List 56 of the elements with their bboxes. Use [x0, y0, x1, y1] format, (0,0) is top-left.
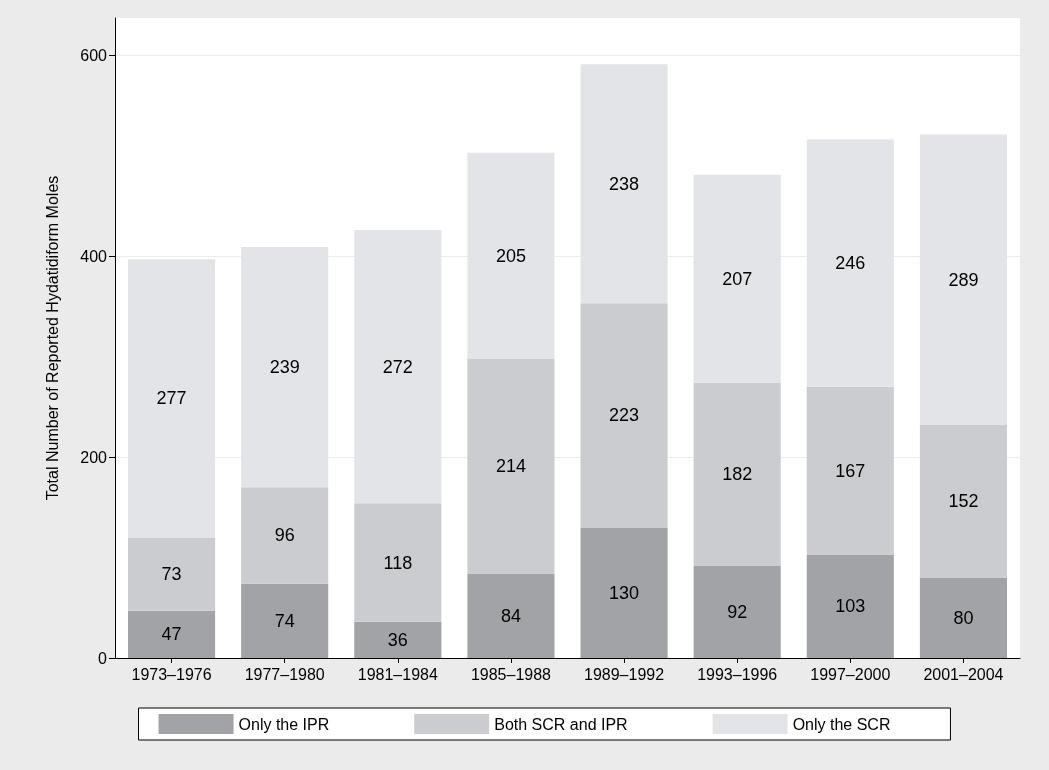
bar	[580, 527, 668, 658]
bar	[919, 424, 1007, 578]
data-label: 167	[835, 460, 866, 481]
x-tick-label: 1977–1980	[244, 665, 325, 683]
data-label: 182	[722, 464, 753, 485]
bar	[467, 573, 555, 658]
y-tick-label: 200	[80, 448, 108, 466]
data-label: 74	[274, 610, 295, 631]
data-label: 214	[495, 456, 526, 477]
data-label: 80	[953, 607, 974, 628]
bar	[128, 537, 216, 611]
y-tick-label: 0	[98, 649, 108, 667]
data-label: 96	[274, 525, 295, 546]
y-tick-label: 400	[80, 247, 108, 265]
data-label: 223	[609, 405, 640, 426]
data-label: 92	[727, 601, 748, 622]
bar	[693, 565, 781, 658]
bar	[241, 487, 329, 584]
legend-label: Only the IPR	[238, 715, 330, 733]
bar	[354, 621, 442, 658]
bar	[354, 503, 442, 622]
data-label: 207	[722, 268, 753, 289]
bar	[806, 386, 894, 555]
bar	[467, 358, 555, 574]
bar	[693, 382, 781, 566]
bar	[241, 583, 329, 658]
data-label: 47	[161, 624, 182, 645]
y-tick-label: 600	[80, 46, 108, 64]
bar	[128, 610, 216, 658]
bar	[580, 303, 668, 528]
data-label: 238	[609, 173, 640, 194]
data-label: 205	[495, 245, 526, 266]
data-label: 277	[156, 388, 187, 409]
bar	[919, 577, 1007, 658]
data-label: 239	[269, 357, 300, 378]
x-tick-label: 1973–1976	[131, 665, 212, 683]
data-label: 36	[387, 629, 408, 650]
x-tick-label: 1981–1984	[357, 665, 438, 683]
y-axis-title: Total Number of Reported Hydatidiform Moles	[43, 175, 61, 501]
data-label: 246	[835, 253, 866, 274]
legend-label: Both SCR and IPR	[494, 715, 628, 733]
data-label: 103	[835, 596, 866, 617]
x-tick-label: 1997–2000	[810, 665, 891, 683]
data-label: 73	[161, 564, 182, 585]
data-label: 289	[948, 269, 979, 290]
bar	[806, 554, 894, 658]
x-tick-label: 2001–2004	[923, 665, 1004, 683]
legend-label: Only the SCR	[792, 715, 891, 733]
data-label: 152	[948, 491, 979, 512]
data-label: 130	[609, 582, 640, 603]
data-label: 84	[500, 605, 521, 626]
x-tick-label: 1989–1992	[584, 665, 665, 683]
x-tick-label: 1993–1996	[697, 665, 778, 683]
x-tick-label: 1985–1988	[470, 665, 552, 683]
data-label: 272	[382, 356, 413, 377]
data-label: 118	[383, 552, 413, 573]
